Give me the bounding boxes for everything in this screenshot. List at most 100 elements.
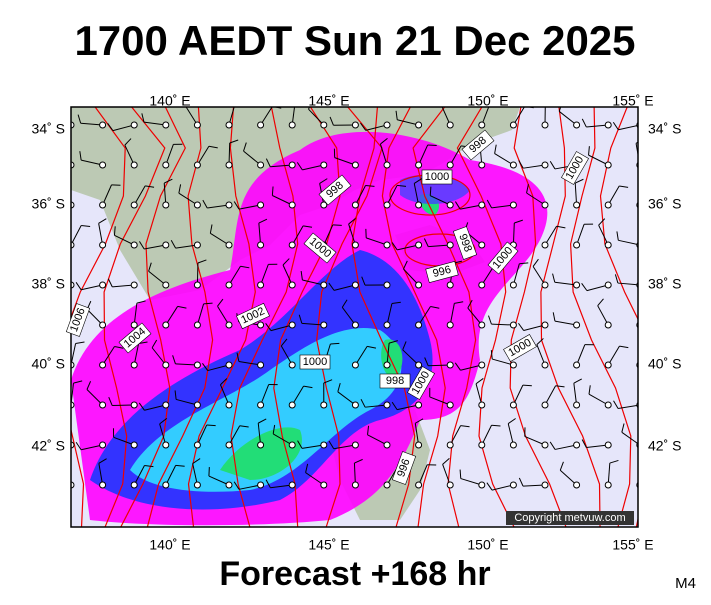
station (321, 482, 327, 488)
station (542, 402, 548, 408)
station (384, 242, 390, 248)
label-text: 1000 (425, 171, 449, 183)
station (194, 362, 200, 368)
barb-staff (51, 475, 71, 485)
station (226, 362, 232, 368)
station (416, 282, 422, 288)
station (100, 482, 106, 488)
station (416, 162, 422, 168)
barb-feather (441, 99, 447, 105)
station (510, 282, 516, 288)
station (574, 122, 580, 128)
station (289, 402, 295, 408)
station (131, 202, 137, 208)
station (605, 122, 611, 128)
station (194, 402, 200, 408)
station (163, 322, 169, 328)
barb-feather (330, 343, 339, 344)
station (352, 442, 358, 448)
contour-label: 998 (380, 374, 410, 388)
station (542, 442, 548, 448)
station (163, 362, 169, 368)
station (605, 442, 611, 448)
station (194, 202, 200, 208)
title: 1700 AEDT Sun 21 Dec 2025 (74, 17, 635, 64)
station (605, 322, 611, 328)
station (194, 442, 200, 448)
station (574, 202, 580, 208)
lat-label: 38˚ S (32, 276, 65, 292)
station (605, 282, 611, 288)
station (352, 322, 358, 328)
lat-label: 36˚ S (648, 196, 681, 212)
station (100, 122, 106, 128)
lat-label: 34˚ S (32, 121, 65, 137)
station (163, 202, 169, 208)
station (384, 202, 390, 208)
station (384, 162, 390, 168)
station (131, 122, 137, 128)
station (510, 482, 516, 488)
station (194, 322, 200, 328)
station (605, 482, 611, 488)
station (605, 242, 611, 248)
station (321, 402, 327, 408)
station (194, 162, 200, 168)
barb-feather (460, 470, 461, 479)
barb-feather (428, 145, 437, 146)
station (352, 482, 358, 488)
station (131, 322, 137, 328)
station (574, 242, 580, 248)
barb-feather (64, 178, 71, 184)
station (226, 282, 232, 288)
station (258, 202, 264, 208)
station (479, 162, 485, 168)
station (479, 122, 485, 128)
station (289, 122, 295, 128)
station (289, 362, 295, 368)
station (605, 202, 611, 208)
station (352, 242, 358, 248)
station (100, 162, 106, 168)
lon-label: 155˚ E (612, 93, 653, 109)
barb-feather (46, 317, 49, 325)
barb-feather (523, 385, 532, 386)
station (447, 242, 453, 248)
station (194, 282, 200, 288)
barb-feather (44, 163, 49, 170)
station (258, 162, 264, 168)
station (510, 202, 516, 208)
station (574, 402, 580, 408)
station (131, 362, 137, 368)
station (574, 282, 580, 288)
station (510, 122, 516, 128)
lat-label: 42˚ S (648, 438, 681, 454)
station (416, 122, 422, 128)
station (510, 362, 516, 368)
station (100, 402, 106, 408)
barb-feather (639, 340, 647, 343)
station (258, 242, 264, 248)
station (574, 442, 580, 448)
station (542, 482, 548, 488)
station (447, 162, 453, 168)
station (100, 322, 106, 328)
station (258, 282, 264, 288)
station (258, 482, 264, 488)
barb-feather (235, 103, 244, 104)
station (510, 442, 516, 448)
forecast-label: Forecast +168 hr (219, 555, 490, 593)
station (447, 122, 453, 128)
station (131, 162, 137, 168)
station (289, 242, 295, 248)
station (605, 362, 611, 368)
station (289, 202, 295, 208)
station (416, 322, 422, 328)
station (100, 242, 106, 248)
station (447, 442, 453, 448)
barb-feather (545, 100, 553, 103)
station (574, 322, 580, 328)
station (416, 482, 422, 488)
lat-label: 38˚ S (648, 276, 681, 292)
station (384, 442, 390, 448)
